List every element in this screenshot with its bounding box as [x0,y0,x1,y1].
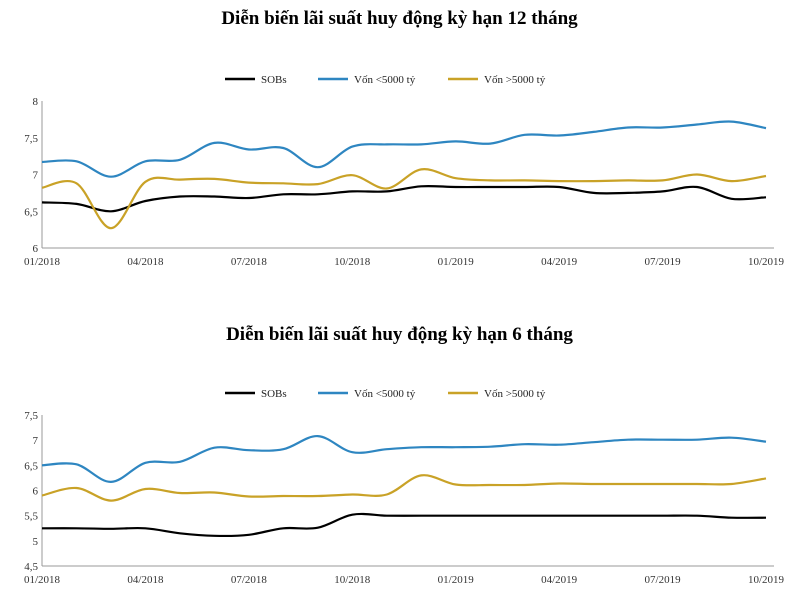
x-tick-label: 10/2019 [748,256,785,268]
series-line [41,168,767,230]
x-tick-label: 07/2019 [645,256,682,268]
legend-label: SOBs [261,388,287,400]
legend-label: Vốn >5000 tỷ [484,388,546,400]
x-tick-label: 04/2018 [127,574,164,586]
legend-label: Vốn <5000 tỷ [354,74,416,86]
y-tick-label: 6,5 [24,206,38,218]
y-tick-label: 7 [33,170,39,182]
x-tick-label: 07/2019 [645,574,682,586]
y-tick-label: 5 [33,536,39,548]
legend-label: SOBs [261,74,287,86]
x-tick-label: 10/2018 [334,256,371,268]
x-tick-label: 07/2018 [231,256,268,268]
y-tick-label: 6,5 [24,460,38,472]
series-line [41,512,767,538]
series-line [41,474,767,502]
x-tick-label: 01/2018 [24,256,61,268]
chart-6-month-plot: 4,5 5 5,5 6 6,5 7 7,5 01/2018 04/2018 07/2018 10/2… [24,388,785,586]
x-tick-label: 04/2019 [541,256,578,268]
x-tick-label: 04/2018 [127,256,164,268]
y-tick-label: 7 [33,435,39,447]
x-tick-label: 01/2019 [438,256,475,268]
series-line [41,184,767,213]
x-tick-label: 07/2018 [231,574,268,586]
y-tick-label: 8 [33,96,39,108]
x-tick-label: 01/2018 [24,574,61,586]
y-tick-label: 6 [33,486,39,498]
series-line [41,434,767,484]
y-tick-label: 6 [33,243,39,255]
y-tick-label: 7,5 [24,133,38,145]
series-line [41,120,767,178]
y-tick-label: 5,5 [24,511,38,523]
x-tick-label: 01/2019 [438,574,475,586]
legend-label: Vốn >5000 tỷ [484,74,546,86]
x-tick-label: 04/2019 [541,574,578,586]
chart-12-month-plot: 6 6,5 7 7,5 8 01/2018 04/2018 07/2018 10/2018 01/… [24,74,785,268]
legend-label: Vốn <5000 tỷ [354,388,416,400]
x-tick-label: 10/2019 [748,574,785,586]
chart-title: Diễn biến lãi suất huy động kỳ hạn 6 thá… [226,324,573,345]
chart-6-month: Diễn biến lãi suất huy động kỳ hạn 6 thá… [0,300,799,602]
chart-12-month: Diễn biến lãi suất huy động kỳ hạn 12 th… [0,0,799,300]
chart-title: Diễn biến lãi suất huy động kỳ hạn 12 th… [221,8,578,29]
y-tick-label: 4,5 [24,561,38,573]
x-tick-label: 10/2018 [334,574,371,586]
y-tick-label: 7,5 [24,410,38,422]
